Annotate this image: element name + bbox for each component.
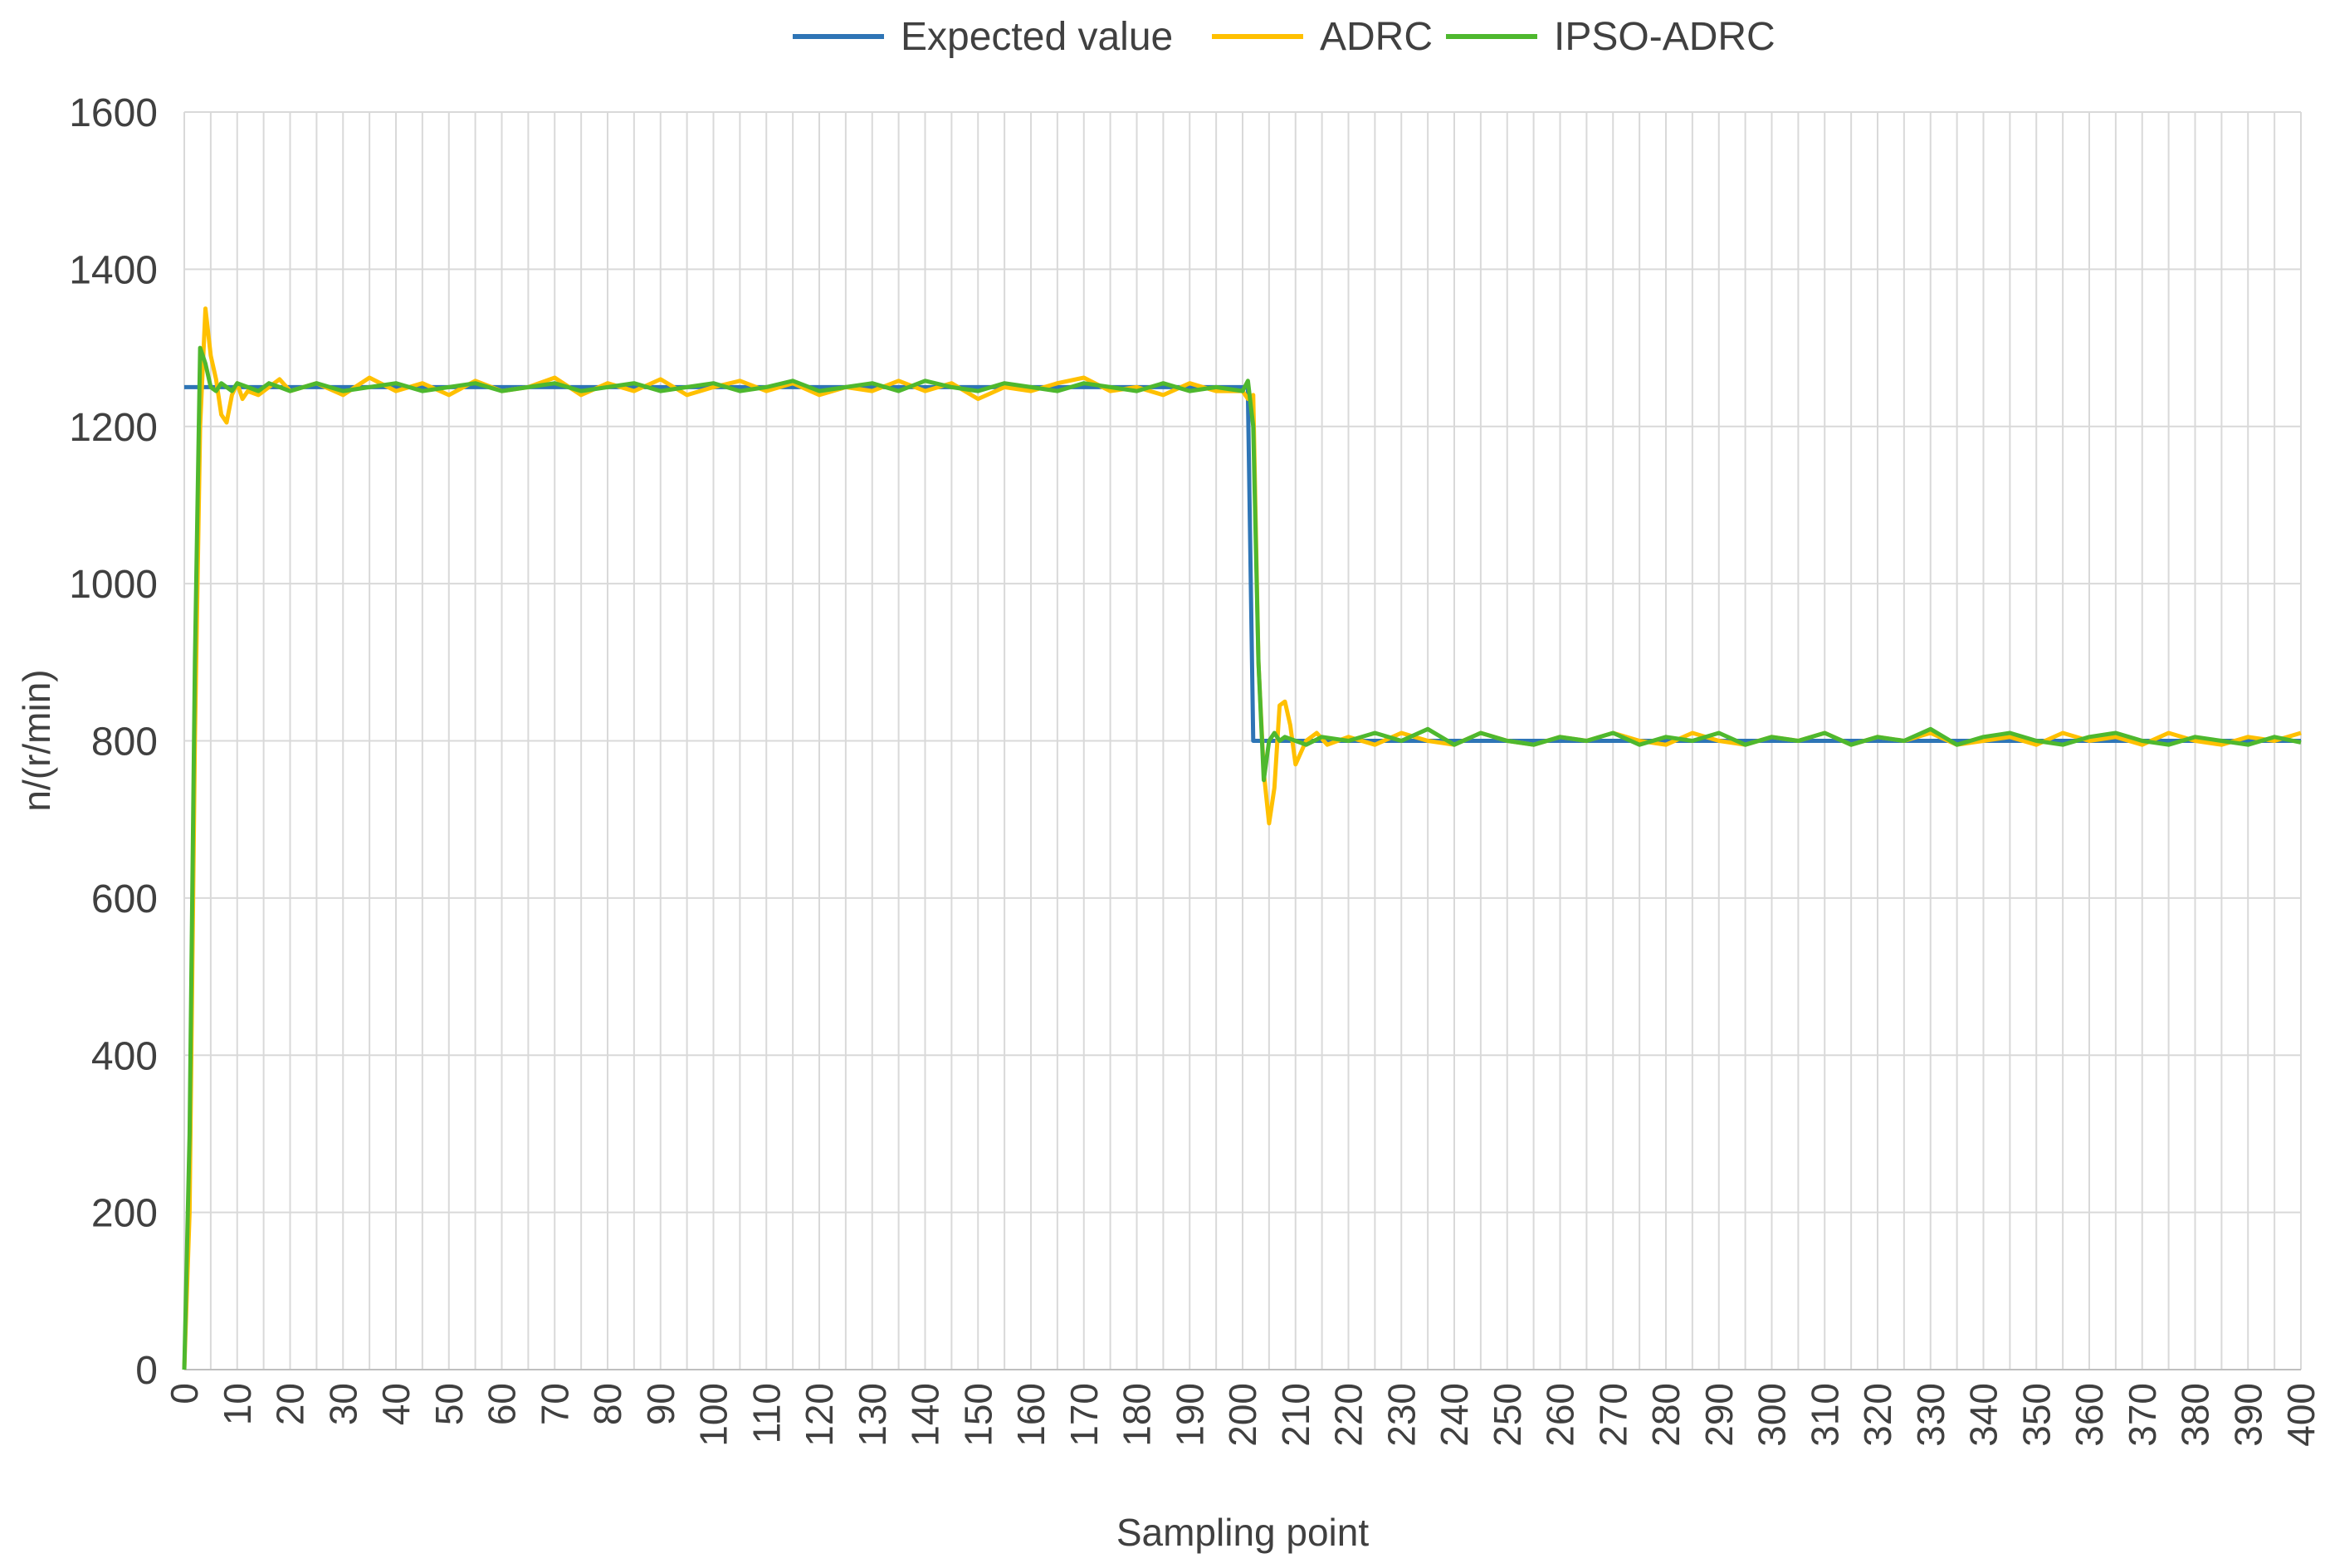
x-tick-label: 230 — [1380, 1383, 1423, 1447]
y-tick-label: 1000 — [69, 563, 158, 607]
legend-label: IPSO-ADRC — [1554, 15, 1775, 59]
x-tick-label: 110 — [745, 1383, 788, 1443]
x-tick-label: 250 — [1486, 1383, 1529, 1447]
x-tick-label: 190 — [1168, 1383, 1211, 1447]
y-tick-label: 800 — [91, 720, 158, 764]
x-tick-label: 50 — [427, 1383, 471, 1425]
x-tick-label: 360 — [2068, 1383, 2111, 1447]
x-tick-label: 40 — [374, 1383, 418, 1425]
x-tick-label: 180 — [1116, 1383, 1159, 1447]
x-tick-label: 220 — [1327, 1383, 1370, 1447]
x-tick-label: 260 — [1539, 1383, 1582, 1447]
x-tick-label: 20 — [269, 1383, 312, 1425]
x-tick-label: 400 — [2279, 1383, 2323, 1447]
x-tick-label: 340 — [1962, 1383, 2005, 1447]
y-tick-label: 0 — [135, 1349, 158, 1393]
x-tick-label: 30 — [321, 1383, 364, 1425]
x-tick-label: 350 — [2015, 1383, 2058, 1447]
x-tick-label: 300 — [1751, 1383, 1794, 1447]
legend-label: ADRC — [1320, 15, 1433, 59]
legend-label: Expected value — [901, 15, 1173, 59]
x-tick-label: 140 — [904, 1383, 947, 1447]
x-tick-label: 200 — [1221, 1383, 1264, 1447]
y-tick-label: 600 — [91, 877, 158, 921]
y-axis-title: n/(r/min) — [15, 669, 58, 811]
x-tick-label: 120 — [798, 1383, 841, 1447]
x-tick-label: 170 — [1062, 1383, 1106, 1447]
x-tick-label: 100 — [692, 1383, 735, 1447]
x-axis-ticks: 0 10 20 30 40 50 60 70 80 90 100 110 120 130 140 150 160… — [163, 1383, 2323, 1447]
y-axis-ticks: 0 200 400 600 800 1000 1200 1400 1600 — [69, 91, 158, 1393]
x-tick-label: 90 — [639, 1383, 682, 1425]
x-tick-label: 280 — [1644, 1383, 1688, 1447]
x-tick-label: 290 — [1697, 1383, 1741, 1447]
y-tick-label: 1600 — [69, 91, 158, 135]
x-tick-label: 0 — [163, 1383, 206, 1404]
x-tick-label: 80 — [586, 1383, 629, 1425]
x-tick-label: 370 — [2121, 1383, 2164, 1447]
series-lines — [182, 306, 2302, 1370]
x-tick-label: 330 — [1909, 1383, 1952, 1447]
series-line-ipso-adrc — [182, 345, 2302, 1370]
y-tick-label: 1200 — [69, 406, 158, 450]
x-axis-title: Sampling point — [1116, 1511, 1370, 1554]
x-tick-label: 10 — [216, 1383, 259, 1425]
x-tick-label: 130 — [851, 1383, 894, 1447]
legend: Expected value ADRC IPSO-ADRC — [793, 15, 1775, 59]
x-tick-label: 390 — [2226, 1383, 2269, 1447]
x-tick-label: 70 — [533, 1383, 576, 1425]
x-tick-label: 150 — [956, 1383, 999, 1447]
y-tick-label: 400 — [91, 1034, 158, 1078]
y-tick-label: 200 — [91, 1192, 158, 1236]
y-tick-label: 1400 — [69, 248, 158, 292]
x-tick-label: 210 — [1274, 1383, 1317, 1447]
x-tick-label: 240 — [1433, 1383, 1476, 1447]
x-tick-label: 160 — [1009, 1383, 1053, 1447]
x-tick-label: 380 — [2174, 1383, 2217, 1447]
x-tick-label: 320 — [1856, 1383, 1899, 1447]
x-tick-label: 60 — [481, 1383, 524, 1425]
x-tick-label: 310 — [1803, 1383, 1846, 1447]
x-tick-label: 270 — [1591, 1383, 1634, 1447]
